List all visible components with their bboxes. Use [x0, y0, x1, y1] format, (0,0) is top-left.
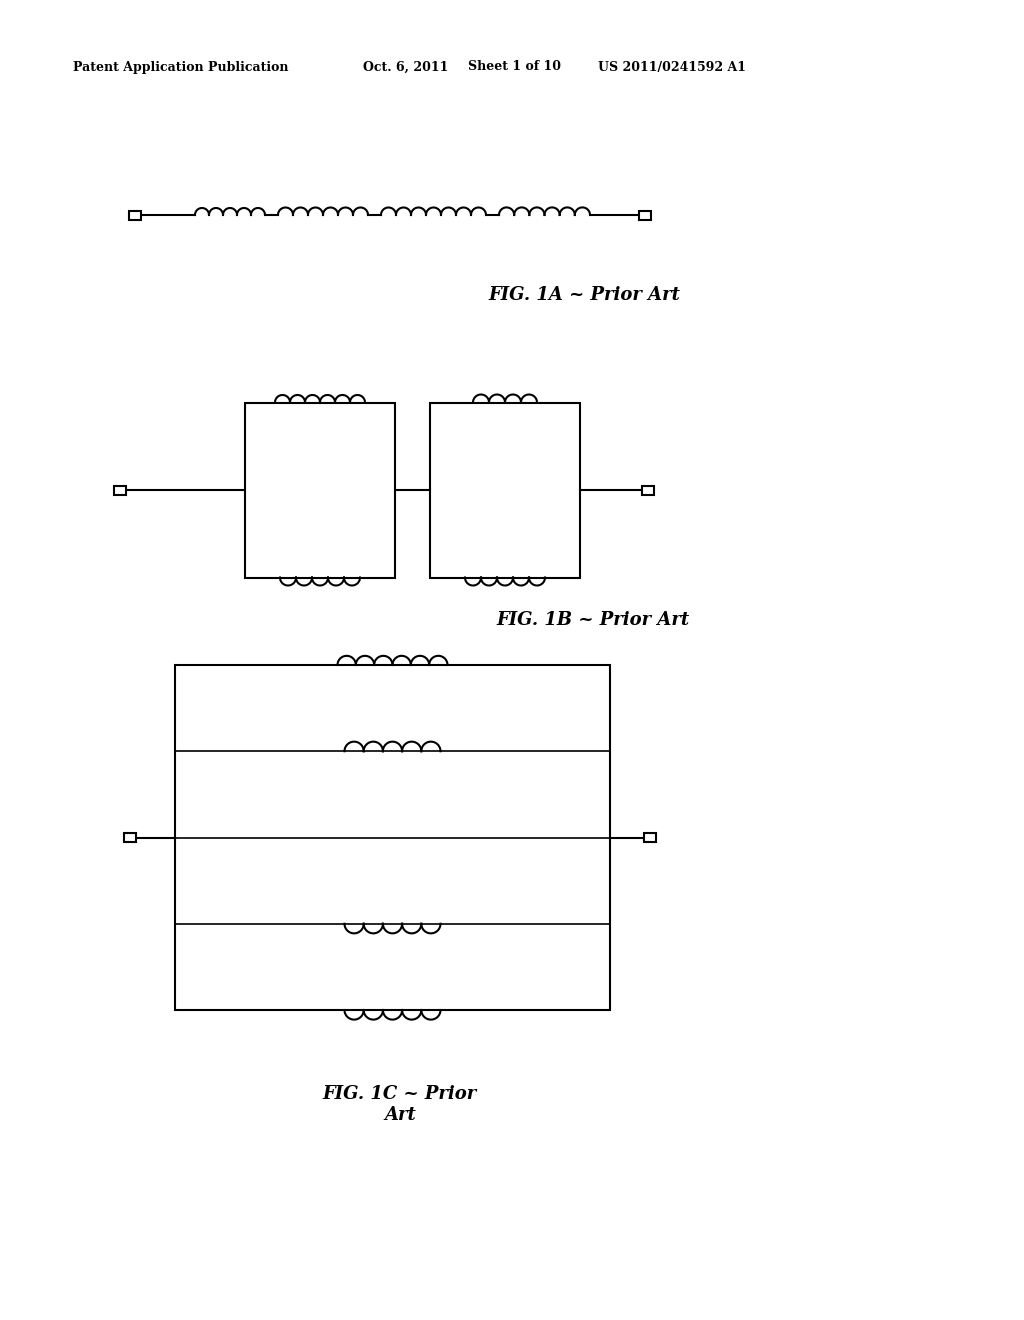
Bar	[114, 486, 126, 495]
Bar	[639, 210, 651, 219]
Bar	[642, 486, 654, 495]
Bar	[129, 210, 141, 219]
Text: FIG. 1A ~ Prior Art: FIG. 1A ~ Prior Art	[488, 286, 680, 304]
Bar	[175, 665, 610, 1010]
Text: FIG. 1B ~ Prior Art: FIG. 1B ~ Prior Art	[497, 611, 690, 630]
Text: Oct. 6, 2011: Oct. 6, 2011	[362, 61, 449, 74]
Text: US 2011/0241592 A1: US 2011/0241592 A1	[598, 61, 746, 74]
Bar	[430, 403, 580, 578]
Text: Sheet 1 of 10: Sheet 1 of 10	[468, 61, 561, 74]
Bar	[245, 403, 395, 578]
Text: FIG. 1C ~ Prior
Art: FIG. 1C ~ Prior Art	[323, 1085, 477, 1123]
Text: Patent Application Publication: Patent Application Publication	[73, 61, 289, 74]
Bar	[644, 833, 656, 842]
Bar	[124, 833, 136, 842]
